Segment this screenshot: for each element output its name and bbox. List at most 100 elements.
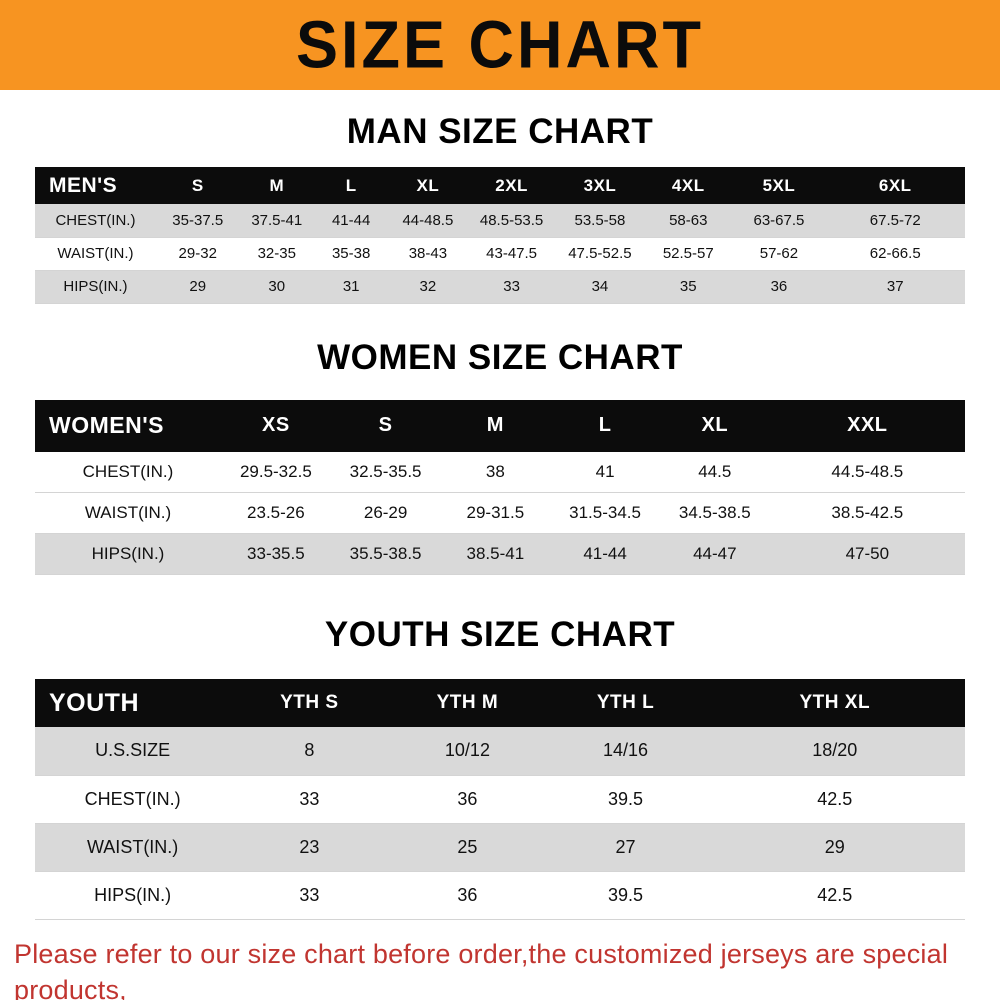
size-section: YOUTH SIZE CHART YOUTH YTH S YTH M YTH L YTH … xyxy=(0,615,1000,920)
size-value: 35.5-38.5 xyxy=(330,533,441,575)
table-header-row: MEN'S S M L XL 2XL 3XL 4XL 5XL 6XL xyxy=(35,167,965,204)
size-value: 36 xyxy=(388,775,547,824)
column-header: XXL xyxy=(769,399,965,452)
size-value: 63-67.5 xyxy=(732,204,826,238)
row-label: HIPS(IN.) xyxy=(35,533,221,575)
size-value: 33 xyxy=(230,775,389,824)
banner: SIZE CHART xyxy=(0,0,1000,90)
size-value: 42.5 xyxy=(704,775,965,824)
size-value: 14/16 xyxy=(546,727,705,776)
size-value: 44.5 xyxy=(659,451,770,493)
column-header: S xyxy=(155,167,240,204)
size-value: 48.5-53.5 xyxy=(467,204,556,238)
size-value: 41 xyxy=(550,451,660,493)
table-header-row: YOUTH YTH S YTH M YTH L YTH XL xyxy=(35,679,965,727)
size-value: 27 xyxy=(546,823,705,872)
table-row: HIPS(IN.) 29 30 31 32 33 34 35 36 37 xyxy=(35,270,965,304)
section-heading: MAN SIZE CHART xyxy=(346,112,654,151)
size-value: 62-66.5 xyxy=(825,237,965,271)
column-header: 3XL xyxy=(555,167,645,204)
size-value: 47.5-52.5 xyxy=(555,237,645,271)
row-label: WAIST(IN.) xyxy=(35,492,221,534)
size-value: 29-32 xyxy=(155,237,240,271)
table-row: CHEST(IN.) 33 36 39.5 42.5 xyxy=(35,775,965,824)
size-value: 29 xyxy=(704,823,965,872)
table-row: CHEST(IN.) 29.5-32.5 32.5-35.5 38 41 44.5 44.5… xyxy=(35,451,965,493)
column-header: YTH L xyxy=(546,679,705,727)
column-header: XL xyxy=(659,399,770,452)
size-value: 32 xyxy=(388,270,468,304)
table-row: WAIST(IN.) 23 25 27 29 xyxy=(35,823,965,872)
youth-size-table: YOUTH YTH S YTH M YTH L YTH XL U.S.SIZE 8 10/12… xyxy=(35,679,965,920)
size-value: 31.5-34.5 xyxy=(550,492,660,534)
size-value: 35 xyxy=(644,270,733,304)
size-value: 43-47.5 xyxy=(467,237,556,271)
column-header: S xyxy=(330,399,441,452)
banner-title: SIZE CHART xyxy=(296,7,704,83)
footer-notice: Please refer to our size chart before or… xyxy=(0,936,1000,1000)
size-value: 8 xyxy=(230,727,389,776)
size-value: 31 xyxy=(313,270,389,304)
size-value: 37.5-41 xyxy=(239,204,314,238)
size-chart-sections: MAN SIZE CHART MEN'S S M L XL 2XL 3XL 4XL 5XL 6XL C… xyxy=(0,112,1000,920)
size-value: 44.5-48.5 xyxy=(769,451,965,493)
table-row: WAIST(IN.) 29-32 32-35 35-38 38-43 43-47.5 47.… xyxy=(35,237,965,271)
size-value: 39.5 xyxy=(546,871,705,920)
size-value: 42.5 xyxy=(704,871,965,920)
size-value: 10/12 xyxy=(388,727,547,776)
column-header: M xyxy=(239,167,314,204)
size-value: 38 xyxy=(440,451,551,493)
size-value: 32-35 xyxy=(239,237,314,271)
size-value: 38-43 xyxy=(388,237,468,271)
table-header-row: WOMEN'S XS S M L XL XXL xyxy=(35,399,965,452)
table-row: HIPS(IN.) 33-35.5 35.5-38.5 38.5-41 41-44 44-… xyxy=(35,533,965,575)
size-value: 33-35.5 xyxy=(221,533,331,575)
table-row: CHEST(IN.) 35-37.5 37.5-41 41-44 44-48.5 48.5… xyxy=(35,204,965,238)
row-label: HIPS(IN.) xyxy=(35,871,231,920)
size-value: 26-29 xyxy=(330,492,441,534)
size-value: 67.5-72 xyxy=(825,204,965,238)
size-value: 23.5-26 xyxy=(221,492,331,534)
size-value: 41-44 xyxy=(313,204,389,238)
size-value: 38.5-42.5 xyxy=(769,492,965,534)
size-value: 34 xyxy=(555,270,645,304)
size-value: 36 xyxy=(388,871,547,920)
row-label: CHEST(IN.) xyxy=(35,204,156,238)
size-value: 25 xyxy=(388,823,547,872)
size-value: 35-38 xyxy=(313,237,389,271)
size-value: 18/20 xyxy=(704,727,965,776)
row-label: WAIST(IN.) xyxy=(35,823,231,872)
size-value: 30 xyxy=(239,270,314,304)
row-label: U.S.SIZE xyxy=(35,727,231,776)
column-header: XS xyxy=(221,399,331,452)
column-header: XL xyxy=(388,167,468,204)
column-header: L xyxy=(550,399,660,452)
size-value: 29 xyxy=(155,270,240,304)
table-row: HIPS(IN.) 33 36 39.5 42.5 xyxy=(35,871,965,920)
size-value: 58-63 xyxy=(644,204,733,238)
row-label: WAIST(IN.) xyxy=(35,237,156,271)
row-label: CHEST(IN.) xyxy=(35,775,231,824)
row-label: CHEST(IN.) xyxy=(35,451,221,493)
size-value: 29-31.5 xyxy=(440,492,551,534)
size-value: 47-50 xyxy=(769,533,965,575)
size-value: 57-62 xyxy=(732,237,826,271)
size-value: 39.5 xyxy=(546,775,705,824)
size-value: 44-48.5 xyxy=(388,204,468,238)
column-header: YTH M xyxy=(388,679,547,727)
column-header: L xyxy=(313,167,389,204)
column-header: 5XL xyxy=(732,167,826,204)
size-value: 53.5-58 xyxy=(555,204,645,238)
table-row: U.S.SIZE 8 10/12 14/16 18/20 xyxy=(35,727,965,776)
size-value: 44-47 xyxy=(659,533,770,575)
section-heading: YOUTH SIZE CHART xyxy=(324,615,676,654)
notice-line-1: Please refer to our size chart before or… xyxy=(14,938,949,1000)
size-value: 33 xyxy=(230,871,389,920)
size-value: 29.5-32.5 xyxy=(221,451,331,493)
size-value: 34.5-38.5 xyxy=(659,492,770,534)
size-section: WOMEN SIZE CHART WOMEN'S XS S M L XL XXL CHEST(I… xyxy=(0,338,1000,575)
column-header: 4XL xyxy=(644,167,733,204)
size-value: 23 xyxy=(230,823,389,872)
mens-size-table: MEN'S S M L XL 2XL 3XL 4XL 5XL 6XL CHEST(IN.) 35-37… xyxy=(35,167,965,304)
